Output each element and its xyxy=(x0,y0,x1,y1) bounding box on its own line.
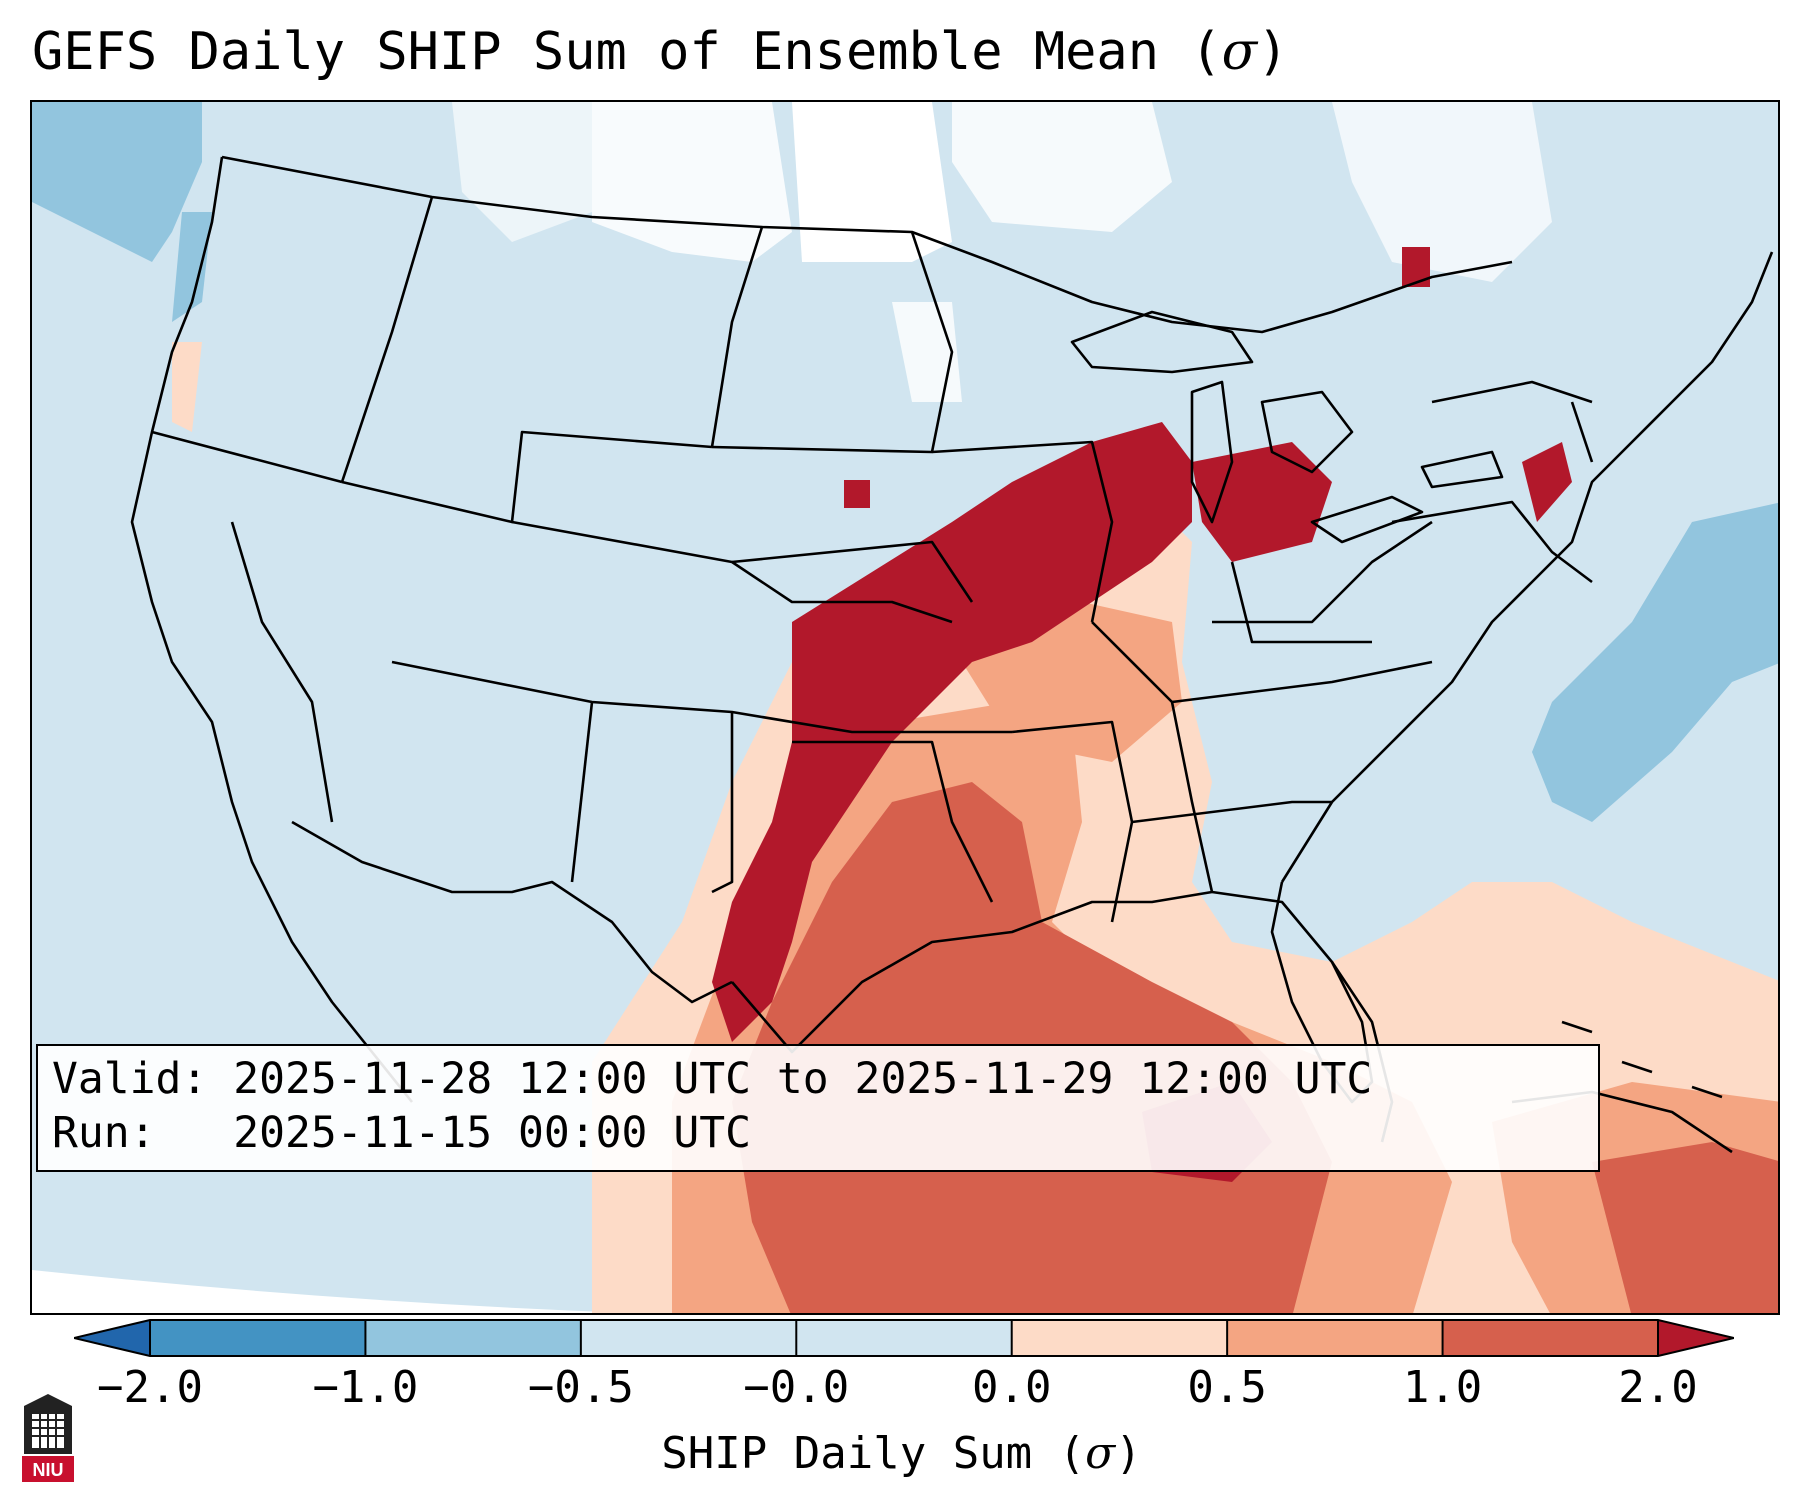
state-line xyxy=(1171,660,1433,704)
state-line xyxy=(1431,380,1593,404)
colorbar-label: SHIP Daily Sum (σ) xyxy=(661,1428,1142,1479)
political-borders xyxy=(130,155,1774,1154)
colorbar-segment xyxy=(1011,1320,1228,1356)
run-label: Run: xyxy=(52,1108,156,1158)
colorbar-segment xyxy=(365,1320,582,1356)
state-line xyxy=(511,520,953,624)
zero-patch-manitoba xyxy=(792,102,952,262)
state-line xyxy=(341,430,713,524)
pos-region-michigan-max xyxy=(1192,442,1332,562)
colorbar-extend-min xyxy=(74,1320,150,1356)
colorbar-segment xyxy=(796,1320,1013,1356)
state-line xyxy=(711,712,734,894)
colorbar-segment xyxy=(1442,1320,1659,1356)
mexico-border xyxy=(291,820,733,1004)
colorbar-tick-label: −0.5 xyxy=(527,1362,634,1413)
gulf-coast xyxy=(731,881,1374,1104)
colorbar-tick-label: 1.0 xyxy=(1402,1362,1483,1413)
state-line xyxy=(711,231,954,454)
state-line xyxy=(792,740,994,903)
state-line xyxy=(1011,720,1134,923)
bahamas xyxy=(1561,1020,1723,1099)
zero-patch-ontario xyxy=(952,102,1172,232)
pos-cell-quebec xyxy=(1402,247,1430,287)
valid-label: Valid: xyxy=(52,1054,208,1104)
pos-cell-nebraska xyxy=(844,480,870,508)
colorbar-extend-max xyxy=(1658,1320,1734,1356)
colorbar xyxy=(74,1319,1734,1357)
valid-time: 2025-11-28 12:00 UTC to 2025-11-29 12:00… xyxy=(233,1054,1373,1104)
state-line xyxy=(1391,500,1593,584)
colorbar-tick-label: 0.0 xyxy=(971,1362,1052,1413)
colorbar-segment xyxy=(150,1320,366,1356)
state-line xyxy=(931,440,1114,623)
pos-region-caribbean-strong xyxy=(1592,1142,1778,1313)
neg-region-atlantic xyxy=(1532,502,1778,822)
state-line xyxy=(1091,621,1214,893)
colorbar-tick-label: 2.0 xyxy=(1618,1362,1698,1413)
niu-logo: NIU xyxy=(22,1394,74,1482)
pos-region-plains-max xyxy=(712,422,1192,1042)
east-coast xyxy=(1280,251,1774,883)
neg-region-pacific-nw xyxy=(32,102,202,262)
state-line xyxy=(731,540,974,603)
state-line xyxy=(570,701,594,883)
colorbar-tick-label: −0.0 xyxy=(743,1362,850,1413)
colorbar-segment xyxy=(580,1320,797,1356)
lake-ontario xyxy=(1420,450,1504,489)
west-coast xyxy=(130,156,414,1103)
zero-patch-quebec xyxy=(1332,102,1552,282)
state-line xyxy=(1570,401,1594,463)
colorbar-tick-label: −1.0 xyxy=(312,1362,419,1413)
state-line xyxy=(230,521,334,823)
state-line xyxy=(710,226,764,448)
state-line xyxy=(151,430,343,484)
colorbar-tick-label: −2.0 xyxy=(97,1362,203,1413)
state-line xyxy=(1212,520,1433,624)
colorbar-outline xyxy=(74,1319,1734,1357)
pos-region-oregon-coast xyxy=(172,342,202,432)
valid-run-info-box: Valid: 2025-11-28 12:00 UTC to 2025-11-2… xyxy=(36,1044,1600,1172)
canada-us-border xyxy=(221,155,1513,334)
state-line xyxy=(340,196,434,483)
zero-patch-alberta xyxy=(452,102,592,242)
lake-superior xyxy=(1070,310,1254,374)
state-line xyxy=(1230,561,1372,644)
zero-patch-saskatchewan xyxy=(592,102,792,262)
colorbar-tick-label: 0.5 xyxy=(1187,1362,1267,1413)
projection-edge-sw xyxy=(32,1270,632,1313)
lake-huron xyxy=(1260,390,1354,474)
neg-region-washington-coast xyxy=(172,212,212,322)
state-line xyxy=(1131,800,1332,824)
svg-text:NIU: NIU xyxy=(33,1460,64,1480)
lake-michigan xyxy=(1190,380,1234,524)
pos-region-new-york-max xyxy=(1522,442,1572,522)
lake-erie xyxy=(1310,495,1424,544)
map-title: GEFS Daily SHIP Sum of Ensemble Mean (σ) xyxy=(32,22,1289,82)
colorbar-segment xyxy=(1227,1320,1444,1356)
run-time: 2025-11-15 00:00 UTC xyxy=(233,1108,751,1158)
